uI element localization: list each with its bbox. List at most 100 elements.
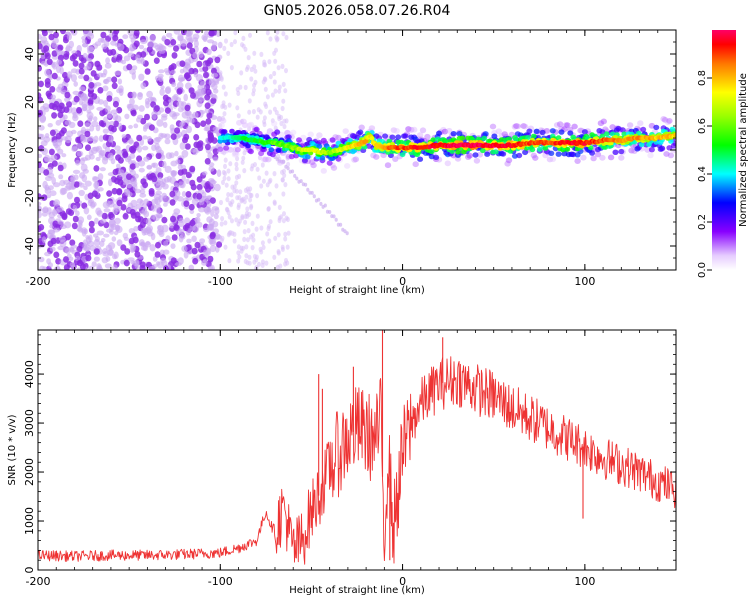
noise-blob [129, 153, 136, 160]
noise-blob [227, 258, 232, 264]
noise-blob [211, 206, 220, 211]
ridge-blob [564, 146, 571, 152]
noise-blob [194, 30, 201, 34]
noise-blob [99, 218, 107, 224]
noise-blob [127, 257, 135, 262]
noise-blob [244, 244, 249, 250]
noise-blob [234, 161, 239, 167]
noise-blob [131, 180, 138, 188]
noise-blob [141, 145, 149, 151]
ridge-blob [661, 117, 669, 123]
noise-blob [112, 254, 117, 260]
noise-blob [99, 109, 106, 117]
noise-blob [117, 169, 125, 178]
noise-blob [140, 39, 148, 45]
noise-blob [127, 52, 135, 58]
noise-blob [85, 254, 92, 262]
ridge-blob [392, 156, 399, 163]
noise-blob [50, 237, 57, 245]
noise-blob [162, 121, 168, 128]
noise-blob [188, 264, 195, 270]
noise-blob [140, 227, 148, 234]
noise-blob [55, 119, 62, 126]
noise-blob [283, 231, 288, 237]
trail-blob [295, 176, 299, 181]
noise-blob [111, 236, 117, 242]
noise-blob [61, 136, 68, 141]
noise-blob [66, 101, 72, 108]
noise-blob [248, 234, 253, 240]
ridge-blob [220, 117, 227, 124]
ridge-blob [284, 129, 291, 136]
noise-blob [38, 201, 42, 206]
ridge-blob [482, 131, 489, 137]
ridge-blob [574, 158, 581, 165]
trail-blob [299, 179, 303, 184]
noise-blob [226, 209, 231, 216]
noise-blob [166, 32, 173, 38]
noise-blob [75, 210, 80, 217]
noise-blob [101, 156, 109, 165]
noise-blob [91, 190, 98, 197]
noise-blob [88, 234, 93, 243]
noise-blob [65, 208, 72, 215]
noise-blob [162, 160, 167, 169]
noise-blob [236, 221, 241, 227]
noise-blob [261, 79, 266, 85]
noise-blob [46, 207, 52, 215]
noise-blob [116, 239, 123, 247]
noise-blob [284, 34, 289, 41]
noise-blob [280, 177, 285, 183]
noise-blob [38, 80, 44, 88]
noise-blob [133, 123, 139, 129]
noise-blob [84, 122, 91, 128]
noise-blob [132, 236, 139, 244]
noise-blob [219, 237, 224, 243]
noise-blob [68, 179, 75, 187]
noise-blob [87, 58, 93, 62]
noise-blob [205, 200, 212, 208]
noise-blob [117, 157, 124, 164]
noise-blob [91, 261, 97, 267]
noise-blob [179, 60, 186, 67]
ridge-blob [638, 142, 645, 148]
snr-frame [37, 329, 677, 571]
noise-blob [72, 204, 78, 213]
noise-blob [222, 175, 227, 181]
noise-blob [172, 195, 180, 200]
ridge-blob [411, 126, 418, 133]
noise-blob [222, 45, 227, 52]
ridge-blob [316, 143, 323, 149]
noise-blob [154, 44, 161, 50]
noise-blob [110, 109, 118, 115]
noise-blob [223, 244, 228, 250]
noise-blob [83, 66, 90, 71]
noise-blob [196, 183, 203, 191]
ridge-blob [484, 151, 491, 157]
noise-blob [155, 190, 163, 196]
noise-blob [151, 203, 156, 212]
ridge-blob [504, 160, 511, 167]
ridge-blob [640, 126, 647, 133]
noise-blob [117, 78, 123, 85]
noise-blob [140, 58, 146, 65]
ridge-blob [667, 152, 675, 159]
noise-blob [189, 165, 196, 173]
noise-blob [161, 115, 168, 121]
noise-blob [196, 193, 203, 200]
ridge-blob [370, 152, 377, 159]
noise-blob [158, 230, 165, 238]
noise-blob [169, 222, 175, 229]
noise-blob [163, 99, 169, 107]
noise-blob [50, 154, 58, 161]
noise-blob [100, 72, 107, 78]
ridge-blob [247, 121, 255, 128]
ridge-blob [441, 128, 449, 135]
noise-blob [219, 221, 224, 227]
colorbar-tick-label: 0.6 [697, 118, 708, 134]
noise-blob [246, 189, 251, 195]
trail-blob [290, 169, 295, 174]
ridge-blob [368, 125, 376, 131]
noise-blob [247, 109, 252, 115]
noise-blob [83, 74, 90, 82]
